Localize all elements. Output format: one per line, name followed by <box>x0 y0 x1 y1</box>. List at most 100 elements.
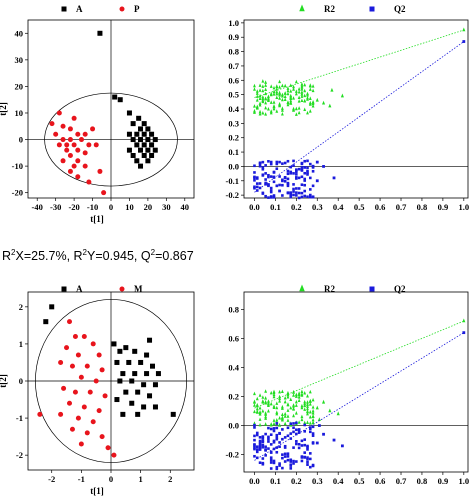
y-tick-label: 0.8 <box>228 304 239 314</box>
permutation-point-R2 <box>280 106 284 110</box>
data-point-P <box>60 158 66 164</box>
data-point-P <box>86 179 92 185</box>
permutation-point-R2 <box>300 417 304 422</box>
permutation-point-Q2 <box>278 183 281 187</box>
permutation-point-R2 <box>283 94 287 99</box>
permutation-point-Q2 <box>286 426 290 430</box>
permutation-point-Q2 <box>264 172 267 175</box>
permutation-point-R2 <box>258 83 262 87</box>
permutation-point-Q2 <box>300 455 304 458</box>
data-point-P <box>97 168 103 174</box>
permutation-point-R2 <box>255 94 259 98</box>
data-point-A <box>138 163 144 169</box>
regression-line-R2 <box>254 29 464 98</box>
permutation-point-Q2 <box>283 444 287 448</box>
data-point-A <box>141 142 147 148</box>
permutation-point-Q2 <box>303 194 307 198</box>
permutation-point-R2 <box>258 410 262 414</box>
permutation-point-Q2 <box>264 448 267 452</box>
model-statistics-line: R2X=25.7%, R2Y=0.945, Q2=0.867 <box>2 248 194 263</box>
y-tick-label: 0.8 <box>228 47 239 57</box>
permutation-point-R2 <box>300 403 304 408</box>
permutation-point-Q2 <box>281 183 284 187</box>
permutation-point-Q2 <box>311 195 315 199</box>
data-point-P <box>93 142 99 148</box>
permutation-point-Q2 <box>253 454 256 458</box>
permutation-point-R2 <box>275 410 279 414</box>
x-tick-label: 0.8 <box>417 476 428 486</box>
permutation-point-Q2 <box>289 467 293 470</box>
permutation-point-Q2 <box>286 191 290 194</box>
legend-label-R2: R2 <box>324 284 335 294</box>
data-point-M <box>99 367 105 373</box>
scores-plot-top: -40 -30 -20 -10 0 10 20 30 40 40 30 20 10 0 -10 -20 t[1]… <box>0 4 195 224</box>
data-point-A <box>145 158 151 164</box>
permutation-point-R2 <box>300 94 304 98</box>
y-tick-label: -20 <box>12 188 23 198</box>
permutation-point-Q2 <box>306 460 309 464</box>
permutation-point-Q2 <box>295 442 298 446</box>
permutation-point-Q2 <box>303 451 307 454</box>
y-tick-label: -0.1 <box>226 176 239 186</box>
data-point-A <box>123 389 129 395</box>
permutation-point-Q2 <box>283 436 287 439</box>
permutation-point-Q2 <box>264 454 267 457</box>
permutation-point-Q2 <box>267 184 270 188</box>
permutation-point-Q2 <box>272 439 276 443</box>
permutation-point-R2 <box>292 413 295 418</box>
permutation-point-R2 <box>272 89 276 94</box>
data-point-A <box>155 371 161 377</box>
permutation-point-R2 <box>308 389 312 394</box>
data-point-P <box>67 152 73 158</box>
data-point-P <box>71 142 77 148</box>
permutation-point-R2 <box>280 417 284 422</box>
permutation-point-Q2 <box>297 446 301 450</box>
data-point-A <box>141 121 147 127</box>
x-tick-label: 40 <box>181 202 190 212</box>
permutation-point-Q2 <box>292 459 295 463</box>
y-tick-label: 1.0 <box>228 18 239 28</box>
y-tick-label: 0.4 <box>228 362 239 372</box>
data-point-P <box>56 110 62 116</box>
permutation-point-Q2 <box>267 160 270 163</box>
permutation-point-R2 <box>303 401 307 406</box>
permutation-point-R2 <box>253 104 256 108</box>
permutation-point-R2 <box>275 417 279 422</box>
legend-marker-A <box>61 286 67 292</box>
permutation-point-Q2 <box>269 189 273 192</box>
permutation-point-R2 <box>294 403 298 407</box>
regression-line-Q2 <box>254 332 465 461</box>
permutation-point-R2 <box>294 89 298 93</box>
permutation-point-R2 <box>258 111 262 116</box>
permutation-point-Q2 <box>462 331 466 335</box>
permutation-point-Q2 <box>261 173 265 177</box>
permutation-point-R2 <box>278 90 282 95</box>
permutation-point-Q2 <box>267 440 270 443</box>
x-tick-label: -20 <box>68 202 79 212</box>
permutation-point-Q2 <box>311 441 315 444</box>
permutation-point-R2 <box>261 399 265 403</box>
permutation-point-R2 <box>330 87 334 92</box>
legend-marker-M <box>119 286 125 292</box>
permutation-point-R2 <box>308 421 312 425</box>
permutation-point-Q2 <box>311 434 315 437</box>
permutation-point-R2 <box>303 399 307 404</box>
data-point-M <box>67 400 72 406</box>
permutation-point-R2 <box>280 412 284 417</box>
permutation-point-Q2 <box>286 455 290 458</box>
permutation-point-Q2 <box>295 176 298 179</box>
permutation-point-Q2 <box>278 441 281 444</box>
permutation-point-R2 <box>300 389 304 394</box>
permutation-point-R2 <box>272 104 276 109</box>
y-axis-label: t[2] <box>0 374 8 388</box>
permutation-point-Q2 <box>303 183 307 187</box>
permutation-point-Q2 <box>258 182 262 185</box>
permutation-point-Q2 <box>289 463 293 467</box>
data-point-M <box>78 441 84 447</box>
permutation-point-R2 <box>278 415 282 420</box>
r2y-superscript: 2 <box>82 248 87 257</box>
data-point-A <box>138 126 144 132</box>
permutation-point-Q2 <box>253 443 256 446</box>
permutation-point-Q2 <box>255 445 259 449</box>
permutation-point-Q2 <box>258 162 262 166</box>
